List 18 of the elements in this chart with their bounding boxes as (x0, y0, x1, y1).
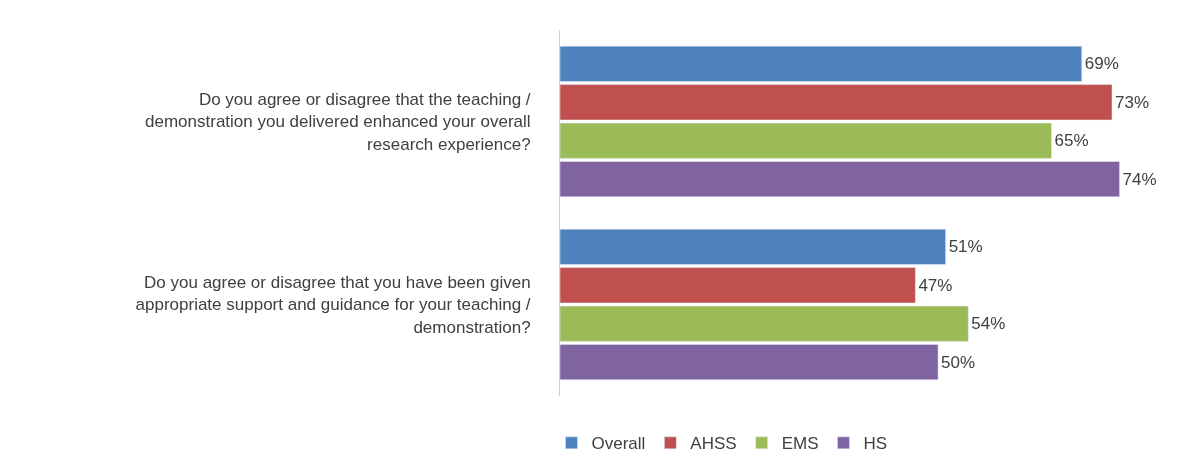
legend-label: HS (863, 434, 888, 454)
data-label: 51% (948, 237, 983, 257)
bar (560, 228, 946, 265)
legend-label: AHSS (690, 434, 737, 454)
data-label: 65% (1054, 131, 1089, 151)
bar (560, 161, 1120, 198)
data-label: 69% (1084, 54, 1119, 74)
y-tick-label: Do you agree or disagree that you have been given appropriate support and guidance for your teaching / demonstration? (135, 273, 531, 337)
bar (560, 344, 939, 381)
y-tick-label: Do you agree or disagree that the teaching / demonstration you delivered enhanced your overall research experience? (145, 90, 531, 154)
data-label: 54% (971, 314, 1006, 334)
data-label: 50% (941, 352, 976, 372)
bar (560, 45, 1082, 82)
legend-label: Overall (591, 434, 646, 454)
data-label: 47% (918, 275, 953, 295)
data-label: 73% (1114, 92, 1150, 112)
data-label: 74% (1122, 169, 1157, 189)
legend-label: EMS (781, 434, 819, 454)
